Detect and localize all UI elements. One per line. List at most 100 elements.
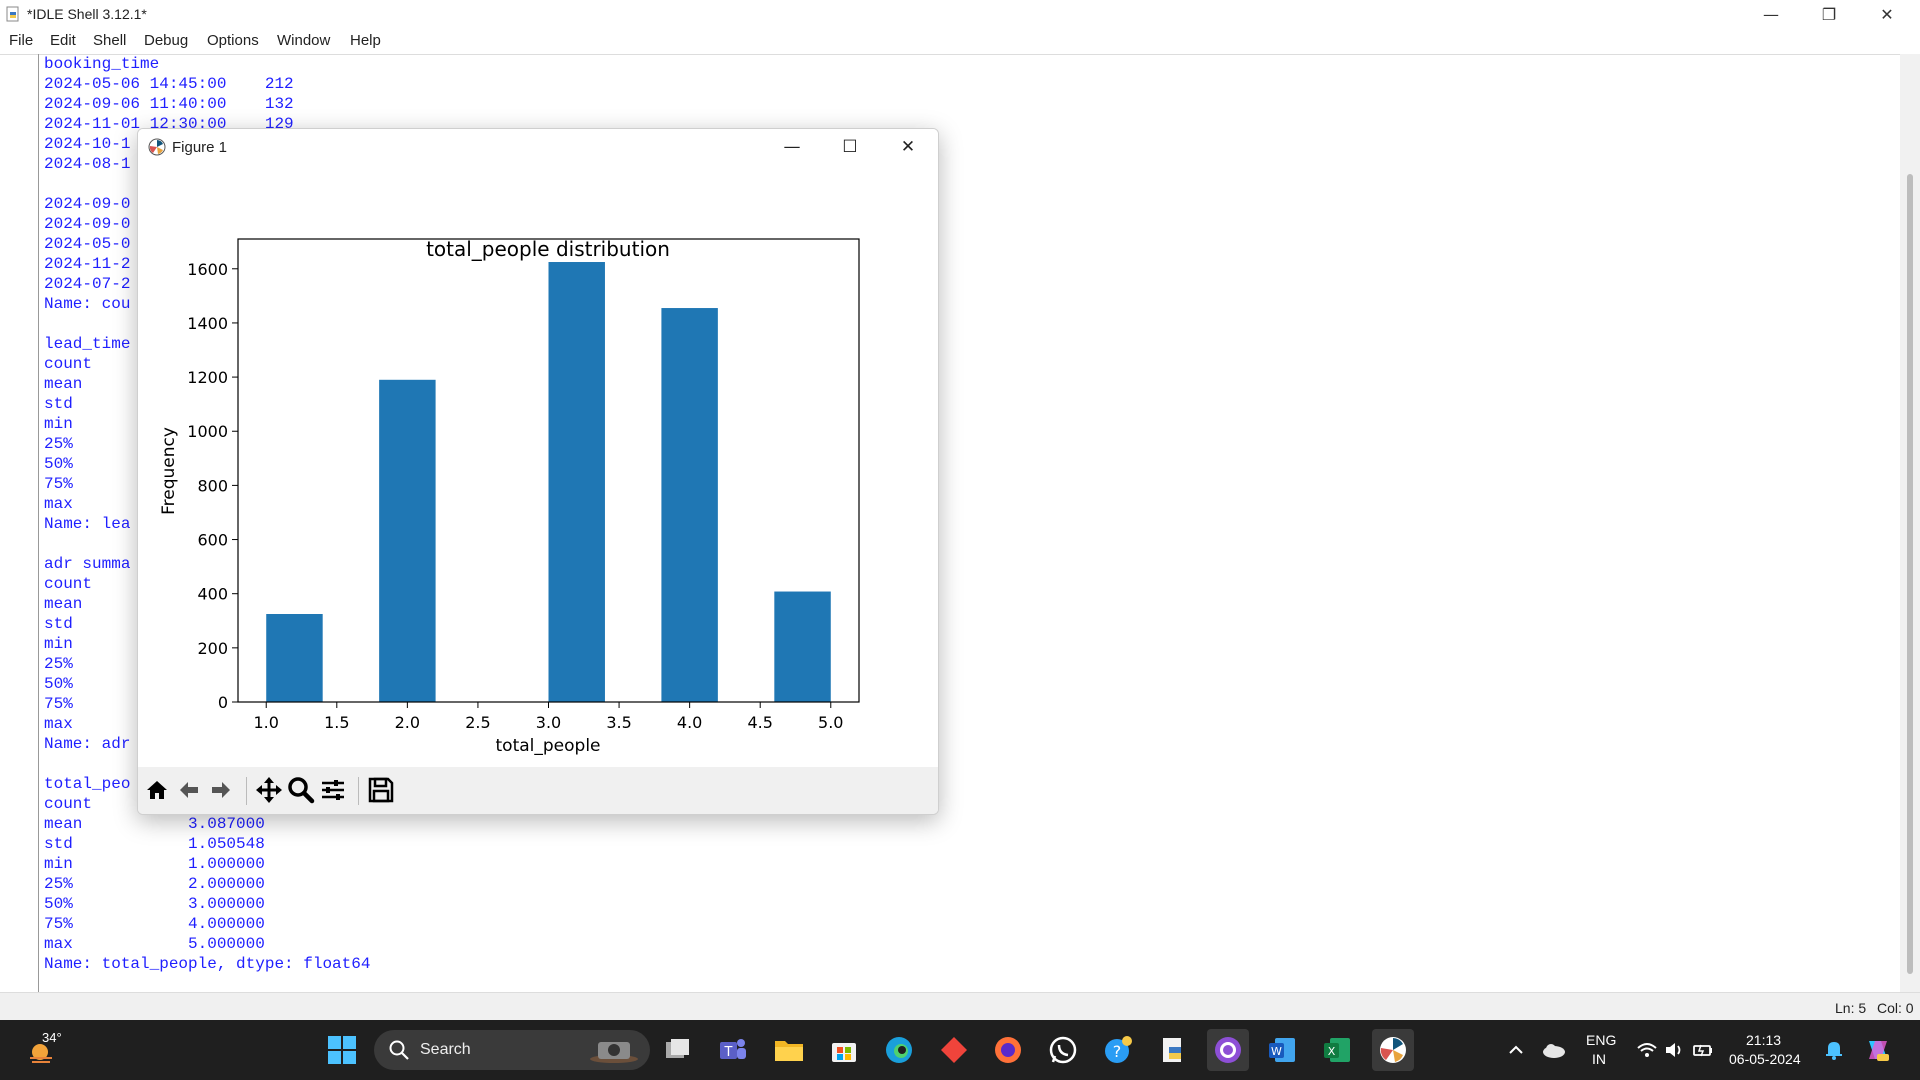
firefox-icon[interactable] [990,1032,1026,1068]
shell-line: 2024-11-2 [44,255,131,273]
y-tick-label: 0 [218,693,228,712]
y-tick-label: 800 [197,476,228,495]
restore-button[interactable]: ❐ [1821,5,1837,24]
excel-icon[interactable]: X [1319,1032,1355,1068]
copilot-icon[interactable] [1860,1032,1896,1068]
forward-arrow-icon[interactable] [206,775,236,805]
bar [774,591,831,702]
help-icon[interactable]: ? [1100,1032,1136,1068]
x-tick-label: 2.0 [395,713,420,732]
menu-help[interactable]: Help [350,32,381,49]
clock-time[interactable]: 21:13 [1746,1032,1782,1048]
edge-icon[interactable] [881,1032,917,1068]
zoom-icon[interactable] [286,775,316,805]
menu-edit[interactable]: Edit [50,32,76,49]
language-indicator-top[interactable]: ENG [1586,1032,1617,1048]
matplotlib-taskbar-icon[interactable] [1372,1029,1414,1071]
search-label: Search [420,1041,471,1058]
shell-line: max 5.000000 [44,935,265,953]
shell-line: Name: lea [44,515,131,533]
y-axis-label: Frequency [159,427,179,515]
svg-text:X: X [1328,1045,1336,1058]
task-view-icon[interactable] [660,1032,696,1068]
menu-file[interactable]: File [9,32,34,49]
home-icon[interactable] [142,775,172,805]
shell-line: max [44,495,73,513]
language-indicator-bottom[interactable]: IN [1592,1051,1606,1067]
figure-close-button[interactable]: ✕ [900,137,916,157]
svg-text:T: T [724,1045,733,1060]
shell-line: std [44,395,73,413]
microsoft-store-icon[interactable] [826,1032,862,1068]
notification-bell-icon[interactable] [1820,1032,1848,1068]
shell-line: 2024-09-06 11:40:00 132 [44,95,294,113]
shell-gutter [38,54,39,992]
save-icon[interactable] [366,775,396,805]
shell-line: 75% [44,695,73,713]
clock-date[interactable]: 06-05-2024 [1729,1051,1801,1067]
menu-options[interactable]: Options [207,32,259,49]
x-axis-label: total_people [496,736,601,756]
toolbar-separator [246,777,247,805]
shell-line: mean 3.087000 [44,815,265,833]
shell-line: 2024-07-2 [44,275,131,293]
shell-line: 2024-08-1 [44,155,131,173]
shell-line: 2024-09-0 [44,195,131,213]
back-arrow-icon[interactable] [174,775,204,805]
file-explorer-icon[interactable] [771,1032,807,1068]
weather-icon[interactable] [20,1032,64,1068]
shell-line: 25% [44,655,73,673]
shell-line: count [44,795,93,813]
y-tick-label: 1200 [187,368,228,387]
shell-line: 50% 3.000000 [44,895,265,913]
word-icon[interactable]: W [1264,1032,1300,1068]
pan-icon[interactable] [254,775,284,805]
status-line: Ln: 5 [1835,1000,1867,1016]
volume-icon[interactable] [1662,1032,1688,1068]
status-bar: Ln: 5 Col: 0 [0,992,1920,1021]
x-tick-label: 4.0 [677,713,702,732]
shell-line: 2024-05-0 [44,235,131,253]
menu-window[interactable]: Window [277,32,331,49]
figure-title: Figure 1 [172,139,228,156]
wifi-icon[interactable] [1634,1032,1660,1068]
status-column: Col: 0 [1877,1000,1914,1016]
shell-line: Name: cou [44,295,131,313]
whatsapp-icon[interactable] [1045,1032,1081,1068]
chart-canvas[interactable]: total_people distribution 1.0 1.5 2.0 2.5 3.… [138,165,938,767]
close-button[interactable]: ✕ [1880,5,1894,24]
svg-text:W: W [1271,1045,1282,1058]
show-hidden-icons-chevron-icon[interactable] [1498,1032,1534,1068]
x-tick-label: 2.5 [465,713,490,732]
shell-output[interactable]: booking_time 2024-05-06 14:45:00 212 202… [44,54,370,974]
shell-line: min 1.000000 [44,855,265,873]
configure-subplots-icon[interactable] [318,775,348,805]
svg-text:?: ? [1113,1042,1122,1061]
x-tick-label: 3.0 [536,713,561,732]
minimize-button[interactable]: — [1763,5,1779,24]
taskbar-search-box[interactable]: Search [374,1030,650,1070]
github-desktop-icon[interactable] [1207,1029,1249,1071]
battery-icon[interactable] [1690,1032,1716,1068]
shell-line: 50% [44,455,73,473]
chart-title: total_people distribution [426,237,670,261]
scrollbar-thumb[interactable] [1907,174,1913,974]
menu-shell[interactable]: Shell [93,32,127,49]
camera-icon [590,1042,638,1063]
shell-line: count [44,355,93,373]
shell-line: min [44,635,73,653]
shell-line: 50% [44,675,73,693]
figure-minimize-button[interactable]: — [783,137,801,157]
onedrive-cloud-icon[interactable] [1536,1032,1572,1068]
vertical-scrollbar[interactable] [1900,54,1920,992]
shell-line: std 1.050548 [44,835,265,853]
anydesk-icon[interactable] [936,1032,972,1068]
y-tick-label: 600 [197,531,228,550]
python-file-icon[interactable] [1155,1032,1191,1068]
figure-maximize-button[interactable]: ☐ [842,137,858,157]
menu-debug[interactable]: Debug [144,32,189,49]
shell-line: mean [44,595,83,613]
windows-start-icon[interactable] [324,1032,360,1068]
teams-icon[interactable]: T [715,1032,751,1068]
x-tick-label: 3.5 [606,713,631,732]
